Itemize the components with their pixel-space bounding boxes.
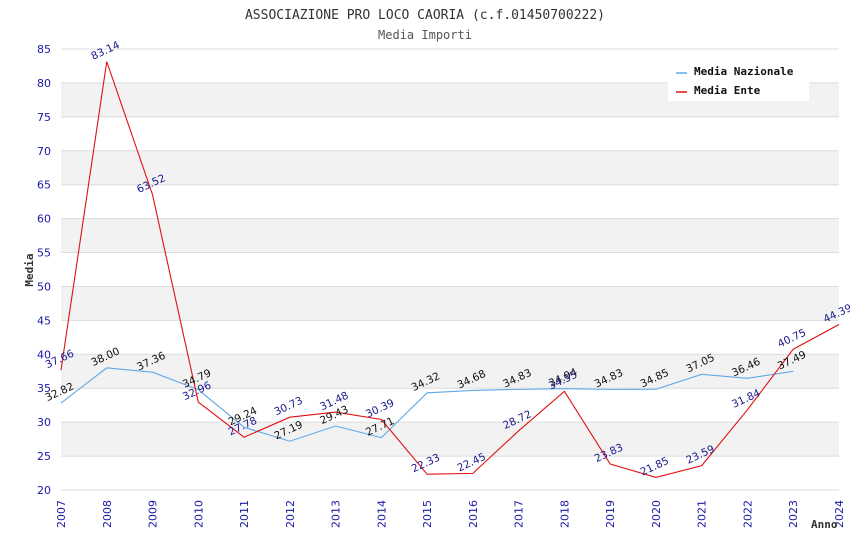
y-tick-label: 55 <box>37 247 51 260</box>
x-tick-label: 2018 <box>558 500 571 528</box>
y-tick-label: 35 <box>37 382 51 395</box>
x-tick-label: 2017 <box>513 500 526 528</box>
x-tick-label: 2013 <box>330 500 343 528</box>
legend-box <box>668 60 809 101</box>
x-tick-label: 2016 <box>467 500 480 528</box>
y-axis-label: Media <box>23 253 36 286</box>
x-tick-label: 2011 <box>238 500 251 528</box>
grid-band <box>61 150 839 185</box>
x-tick-label: 2012 <box>284 500 297 528</box>
x-tick-label: 2007 <box>55 500 68 528</box>
legend-label-media-nazionale: Media Nazionale <box>694 65 794 78</box>
y-tick-label: 20 <box>37 484 51 497</box>
grid-band <box>61 218 839 253</box>
data-label: 30.73 <box>272 395 304 419</box>
grid-band <box>61 422 839 457</box>
series-line-media-nazionale <box>60 367 794 442</box>
y-tick-label: 50 <box>37 280 51 293</box>
y-tick-label: 80 <box>37 77 51 90</box>
data-label: 31.84 <box>730 387 763 411</box>
y-tick-label: 40 <box>37 348 51 361</box>
data-label: 83.14 <box>89 39 122 63</box>
y-tick-label: 85 <box>37 43 51 56</box>
x-tick-label: 2019 <box>604 500 617 528</box>
legend-label-media-ente: Media Ente <box>694 84 761 97</box>
grid-band <box>61 354 839 389</box>
y-tick-label: 70 <box>37 145 51 158</box>
x-tick-label: 2009 <box>147 500 160 528</box>
x-tick-label: 2023 <box>787 500 800 528</box>
x-tick-label: 2022 <box>741 500 754 528</box>
x-tick-label: 2010 <box>192 500 205 528</box>
y-tick-label: 25 <box>37 450 51 463</box>
x-tick-label: 2008 <box>101 500 114 528</box>
y-tick-label: 30 <box>37 416 51 429</box>
x-tick-label: 2024 <box>833 500 846 528</box>
y-tick-label: 65 <box>37 179 51 192</box>
legend: Media Nazionale Media Ente <box>668 60 809 101</box>
x-tick-label: 2014 <box>375 500 388 528</box>
x-tick-label: 2021 <box>696 500 709 528</box>
data-label: 40.75 <box>776 327 808 351</box>
series-line-media-ente <box>60 61 840 479</box>
y-tick-label: 75 <box>37 111 51 124</box>
x-tick-label: 2020 <box>650 500 663 528</box>
x-axis-label: Anno <box>811 518 838 531</box>
x-tick-label: 2015 <box>421 500 434 528</box>
y-tick-label: 45 <box>37 314 51 327</box>
grid-band <box>61 286 839 321</box>
chart-title: ASSOCIAZIONE PRO LOCO CAORIA (c.f.014507… <box>245 8 605 23</box>
chart-subtitle: Media Importi <box>378 28 472 42</box>
y-tick-label: 60 <box>37 213 51 226</box>
